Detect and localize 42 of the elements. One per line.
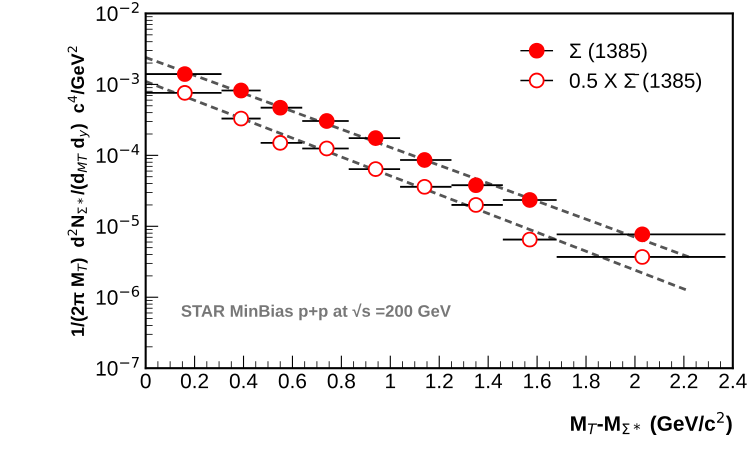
- point: [233, 110, 249, 126]
- x-tick-label: 2.4: [719, 374, 747, 388]
- point: [416, 178, 432, 195]
- x-axis-title: M$_{T}$-M$_{Σ*}$ (GeV/c$^{2}$): [571, 412, 732, 436]
- y-tick-label: 10$^{−4}$: [96, 144, 140, 163]
- text: 1/(2π M$_{T}$) d$^{2}$N$_{Σ*}$/(d$_{MT}$ d$_{y}$) c$^{4}$/GeV$^{2}$: [68, 46, 90, 336]
- x-tick-label: 1.4: [475, 374, 502, 388]
- annotation: STAR MinBias p+p at √s =200 GeV: [181, 304, 451, 320]
- point: [176, 66, 193, 82]
- x-tick-label: 1.6: [524, 374, 551, 388]
- x-tick-label: 1.8: [573, 374, 600, 388]
- x-tick-label: 0.6: [278, 374, 306, 388]
- x-tick-label: 0.4: [230, 374, 258, 388]
- point: [522, 192, 538, 208]
- y-tick-label: 10$^{−5}$: [96, 215, 139, 234]
- x-tick-label: 2: [630, 374, 640, 388]
- x-tick-label: 0: [140, 374, 151, 388]
- point: [233, 82, 249, 98]
- point: [368, 161, 384, 177]
- x-tick-label: 2.2: [670, 374, 698, 388]
- x-tick-label: 1.2: [426, 374, 453, 388]
- x-tick-label: 1: [386, 374, 396, 388]
- y-tick-label: 10$^{−6}$: [96, 286, 140, 305]
- x-tick-label: 0.8: [328, 374, 355, 388]
- point: [634, 249, 650, 265]
- point: [272, 100, 288, 116]
- legend-label: Σ (1385): [570, 42, 647, 62]
- point: [634, 226, 650, 242]
- legend-label: 0.5 X Σ̄ (1385): [570, 72, 702, 92]
- y-tick-label: 10$^{−2}$: [96, 2, 139, 22]
- point: [368, 130, 384, 146]
- point: [176, 85, 193, 101]
- point: [468, 177, 484, 194]
- point: [318, 140, 335, 156]
- y-tick-label: 10$^{−7}$: [96, 356, 139, 376]
- x-tick-label: 0.2: [180, 374, 208, 388]
- point: [468, 197, 484, 213]
- y-tick-label: 10$^{−3}$: [96, 73, 139, 92]
- point: [416, 152, 432, 168]
- point: [522, 232, 538, 248]
- point: [272, 135, 288, 151]
- point: [318, 113, 335, 129]
